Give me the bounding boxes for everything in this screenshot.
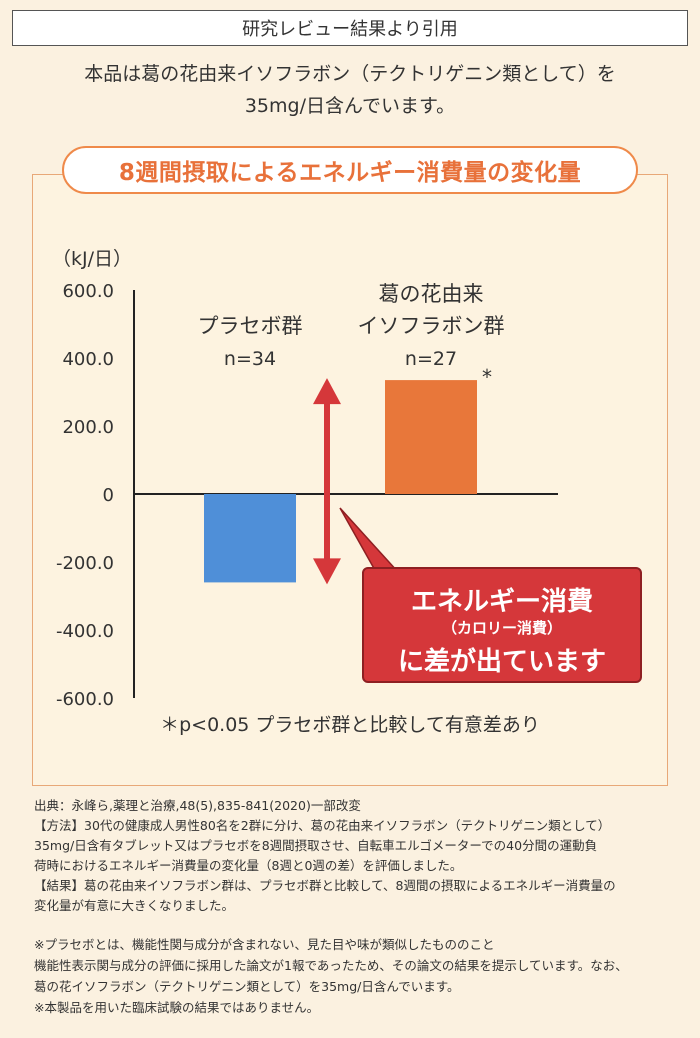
y-tick-label: -200.0: [56, 553, 114, 574]
note-2: 機能性表示関与成分の評価に採用した論文が1報であったため、その論文の結果を提示し…: [34, 958, 628, 973]
ref-method-2: 35mg/日含有タブレット又はプラセボを8週間摂取させ、自転車エルゴメーターでの…: [34, 838, 598, 853]
header-title: 研究レビュー結果より引用: [242, 19, 458, 40]
category-n-label: n=27: [405, 348, 457, 370]
category-label: イソフラボン群: [358, 314, 505, 338]
callout-pointer: [339, 507, 400, 573]
difference-arrow-head-down: [313, 558, 341, 585]
y-tick-label: 400.0: [62, 349, 114, 370]
references: 出典：永峰ら,薬理と治療,48(5),835-841(2020)一部改変 【方法…: [34, 796, 674, 916]
callout-line-3: に差が出ています: [397, 647, 606, 677]
note-3: 葛の花イソフラボン（テクトリゲニン類として）を35mg/日含んでいます。: [34, 979, 460, 994]
notes: ※プラセボとは、機能性関与成分が含まれない、見た目や味が類似したもののこと 機能…: [34, 934, 684, 1018]
note-1: ※プラセボとは、機能性関与成分が含まれない、見た目や味が類似したもののこと: [34, 937, 495, 952]
intro-text: 本品は葛の花由来イソフラボン（テクトリゲニン類として）を 35mg/日含んでいま…: [20, 58, 680, 122]
ref-method-3: 荷時におけるエネルギー消費量の変化量（8週と0週の差）を評価しました。: [34, 858, 463, 873]
y-tick-label: 0: [103, 485, 114, 506]
ref-source: 出典：永峰ら,薬理と治療,48(5),835-841(2020)一部改変: [34, 798, 361, 813]
y-tick-label: 600.0: [62, 281, 114, 302]
category-n-label: n=34: [224, 348, 276, 370]
y-tick-label: 200.0: [62, 417, 114, 438]
panel-title: 8週間摂取によるエネルギー消費量の変化量: [62, 146, 638, 194]
difference-arrow-head-up: [313, 378, 341, 405]
ref-result-2: 変化量が有意に大きくなりました。: [34, 898, 235, 913]
intro-line-1: 本品は葛の花由来イソフラボン（テクトリゲニン類として）を: [84, 63, 616, 85]
bar-placebo: [204, 494, 296, 583]
category-label: 葛の花由来: [379, 282, 484, 306]
bar-isoflavone: [385, 380, 477, 494]
significance-footnote: ＊p<0.05 プラセボ群と比較して有意差あり: [160, 714, 540, 736]
header-title-box: 研究レビュー結果より引用: [12, 10, 688, 46]
ref-result-1: 【結果】葛の花由来イソフラボン群は、プラセボ群と比較して、8週間の摂取によるエネ…: [34, 878, 616, 893]
y-tick-label: -600.0: [56, 689, 114, 710]
y-axis-unit-label: （kJ/日）: [52, 248, 132, 270]
callout-line-2: （カロリー消費）: [441, 619, 562, 637]
y-tick-label: -400.0: [56, 621, 114, 642]
note-4: ※本製品を用いた臨床試験の結果ではありません。: [34, 1000, 320, 1015]
intro-line-2: 35mg/日含んでいます。: [244, 95, 456, 117]
ref-method-1: 【方法】30代の健康成人男性80名を2群に分け、葛の花由来イソフラボン（テクトリ…: [34, 818, 611, 833]
callout-line-1: エネルギー消費: [410, 587, 593, 617]
category-label: プラセボ群: [198, 314, 303, 338]
callout-box: エネルギー消費 （カロリー消費） に差が出ています: [362, 567, 642, 683]
panel-title-text: 8週間摂取によるエネルギー消費量の変化量: [118, 160, 582, 186]
significance-marker: *: [482, 365, 492, 389]
